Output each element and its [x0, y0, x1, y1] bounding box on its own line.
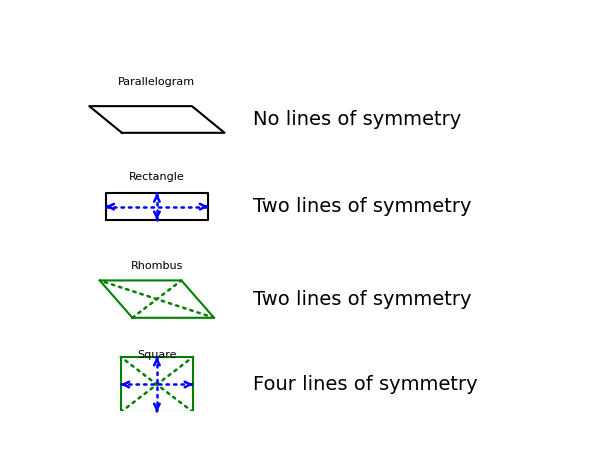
Text: No lines of symmetry: No lines of symmetry — [253, 110, 461, 129]
Text: Two lines of symmetry: Two lines of symmetry — [253, 197, 471, 216]
Text: Rectangle: Rectangle — [129, 172, 185, 182]
Text: Rhombus: Rhombus — [131, 261, 183, 271]
Text: Four lines of symmetry: Four lines of symmetry — [253, 375, 477, 394]
Text: Square: Square — [137, 350, 176, 359]
Text: Parallelogram: Parallelogram — [119, 78, 196, 87]
Text: Two lines of symmetry: Two lines of symmetry — [253, 290, 471, 309]
